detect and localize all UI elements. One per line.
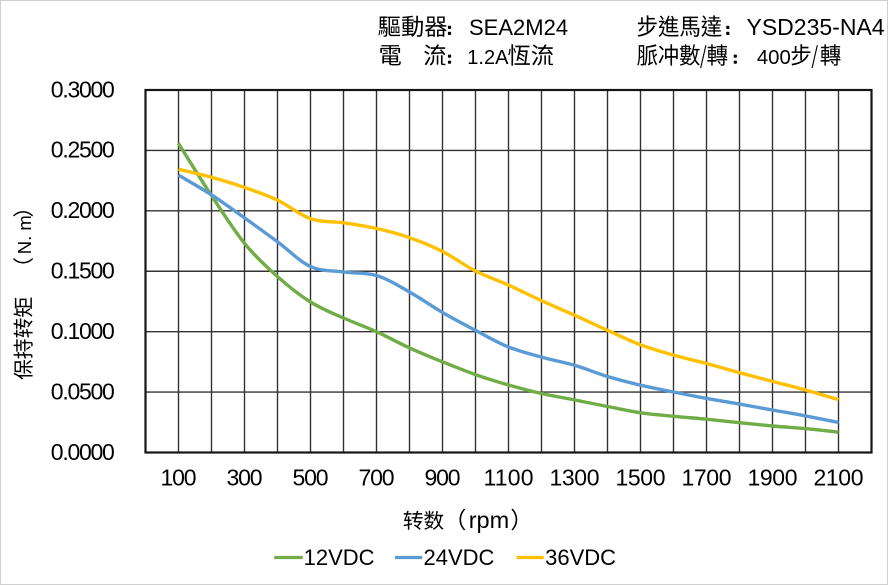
svg-text:N. m: N. m (14, 215, 35, 254)
svg-text:YSD235-NA4: YSD235-NA4 (747, 14, 885, 40)
svg-text:0.3000: 0.3000 (51, 76, 115, 102)
svg-text:24VDC: 24VDC (424, 545, 495, 570)
svg-text:36VDC: 36VDC (545, 545, 616, 570)
svg-text:300: 300 (227, 465, 263, 491)
svg-text:0.1000: 0.1000 (51, 318, 115, 344)
svg-text:0.1500: 0.1500 (51, 258, 115, 284)
svg-text:1.2A: 1.2A (467, 47, 509, 69)
svg-text:100: 100 (161, 465, 197, 491)
svg-text:0.0500: 0.0500 (51, 378, 115, 404)
svg-text:900: 900 (425, 465, 461, 491)
svg-text:1500: 1500 (616, 465, 666, 491)
svg-text:500: 500 (293, 465, 329, 491)
svg-text:1100: 1100 (484, 465, 534, 491)
svg-text:0.2500: 0.2500 (51, 137, 115, 163)
svg-text:1300: 1300 (550, 465, 600, 491)
svg-text:0.0000: 0.0000 (51, 439, 115, 465)
svg-text:700: 700 (359, 465, 395, 491)
svg-text:2100: 2100 (814, 465, 864, 491)
svg-text:1700: 1700 (682, 465, 732, 491)
svg-text:400: 400 (757, 47, 791, 69)
svg-text:rpm: rpm (469, 507, 509, 533)
svg-text:0.2000: 0.2000 (51, 197, 115, 223)
svg-text:1900: 1900 (748, 465, 798, 491)
svg-text:SEA2M24: SEA2M24 (469, 15, 568, 40)
svg-text:12VDC: 12VDC (304, 545, 375, 570)
